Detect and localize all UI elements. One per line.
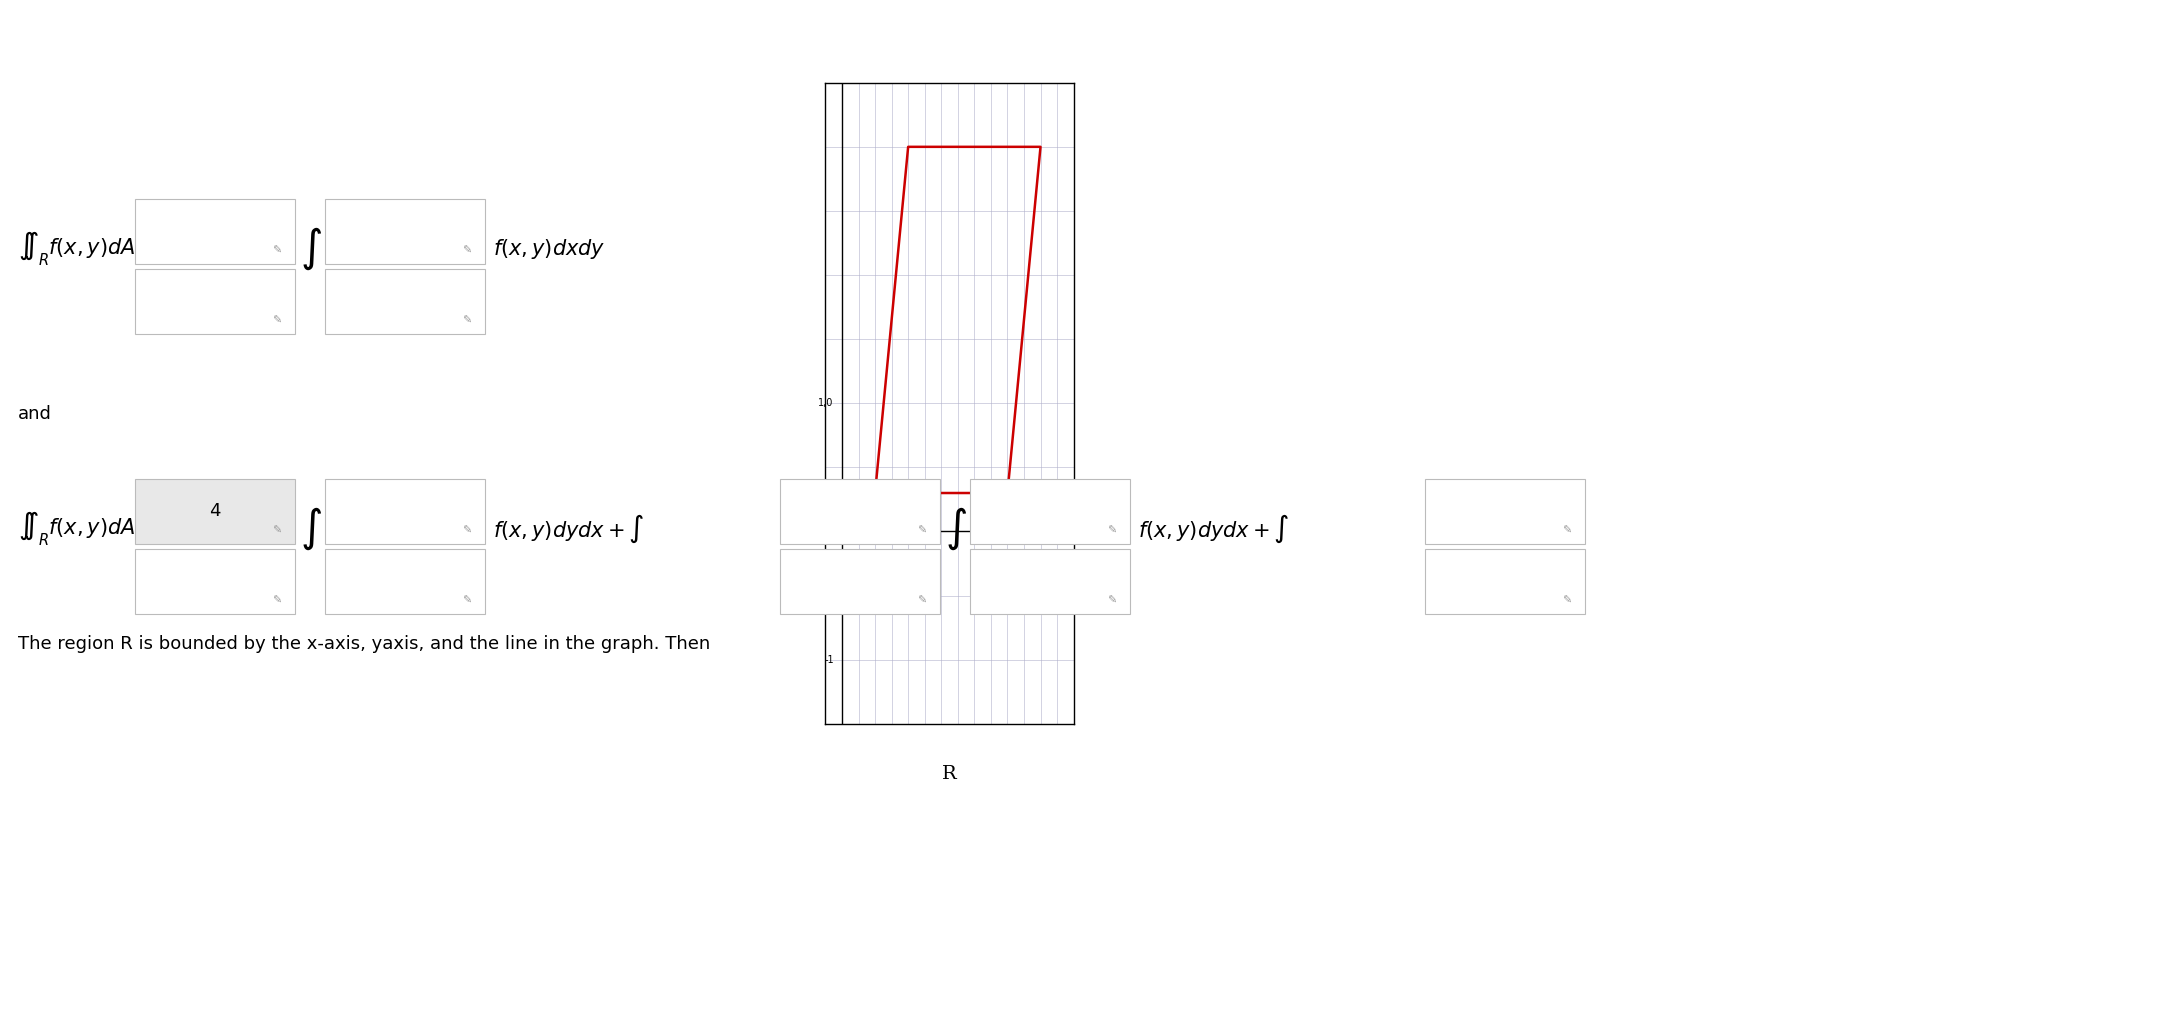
Text: 1,0: 1,0 bbox=[818, 398, 833, 408]
Text: 0: 0 bbox=[839, 557, 846, 567]
Text: ✎: ✎ bbox=[272, 596, 283, 606]
Text: ✎: ✎ bbox=[272, 246, 283, 256]
Text: $\int$: $\int$ bbox=[945, 506, 967, 552]
Bar bbox=[326, 199, 486, 264]
Text: $\int\!\!\!\int_R f(x, y)dA = \int$: $\int\!\!\!\int_R f(x, y)dA = \int$ bbox=[17, 230, 177, 269]
Text: $\int$: $\int$ bbox=[300, 506, 322, 552]
Text: ✎: ✎ bbox=[1562, 526, 1571, 536]
Text: $f(x, y)dydx + \int$: $f(x, y)dydx + \int$ bbox=[492, 513, 645, 545]
Text: and: and bbox=[17, 405, 52, 423]
Bar bbox=[326, 479, 486, 544]
Bar bbox=[136, 269, 296, 334]
Text: ✎: ✎ bbox=[462, 526, 473, 536]
Text: -1: -1 bbox=[824, 655, 833, 665]
Text: The region R is bounded by the x-axis, yaxis, and the line in the graph. Then: The region R is bounded by the x-axis, y… bbox=[17, 635, 710, 653]
Text: ✎: ✎ bbox=[917, 526, 926, 536]
Bar bbox=[969, 549, 1131, 614]
Text: ✎: ✎ bbox=[1107, 596, 1116, 606]
Text: $f(x, y)dxdy$: $f(x, y)dxdy$ bbox=[492, 237, 606, 261]
Text: 4: 4 bbox=[209, 503, 220, 520]
Text: ✎: ✎ bbox=[917, 596, 926, 606]
Bar bbox=[779, 479, 941, 544]
Text: ✎: ✎ bbox=[1562, 596, 1571, 606]
Text: ✎: ✎ bbox=[462, 246, 473, 256]
Bar bbox=[969, 479, 1131, 544]
Bar bbox=[1424, 549, 1584, 614]
Bar bbox=[779, 549, 941, 614]
Text: R: R bbox=[943, 765, 956, 783]
Bar bbox=[136, 479, 296, 544]
Bar bbox=[1424, 479, 1584, 544]
Text: ✎: ✎ bbox=[462, 596, 473, 606]
Text: $f(x, y)dydx + \int$: $f(x, y)dydx + \int$ bbox=[1137, 513, 1290, 545]
Text: ✎: ✎ bbox=[272, 526, 283, 536]
Bar bbox=[326, 269, 486, 334]
Bar bbox=[326, 549, 486, 614]
Text: 13: 13 bbox=[1051, 557, 1064, 567]
Text: ✎: ✎ bbox=[272, 316, 283, 326]
Text: ✎: ✎ bbox=[462, 316, 473, 326]
Text: 1,0: 1,0 bbox=[818, 515, 833, 525]
Text: ✎: ✎ bbox=[1107, 526, 1116, 536]
Text: -1: -1 bbox=[820, 557, 831, 567]
Text: $\int$: $\int$ bbox=[300, 225, 322, 272]
Bar bbox=[136, 549, 296, 614]
Bar bbox=[136, 199, 296, 264]
Text: $\int\!\!\!\int_R f(x, y)dA = \int$: $\int\!\!\!\int_R f(x, y)dA = \int$ bbox=[17, 510, 177, 548]
